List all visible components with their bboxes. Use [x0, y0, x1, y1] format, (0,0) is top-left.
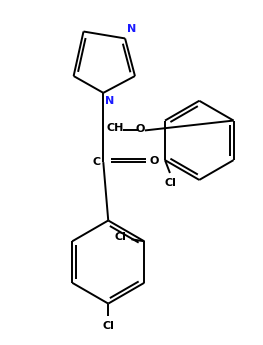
Text: N: N — [105, 96, 114, 106]
Text: O: O — [135, 125, 145, 135]
Text: CH: CH — [106, 124, 124, 134]
Text: N: N — [127, 24, 136, 34]
Text: Cl: Cl — [115, 232, 127, 242]
Text: Cl: Cl — [164, 178, 176, 188]
Text: O: O — [150, 156, 159, 166]
Text: C: C — [92, 157, 100, 167]
Text: Cl: Cl — [102, 322, 114, 332]
